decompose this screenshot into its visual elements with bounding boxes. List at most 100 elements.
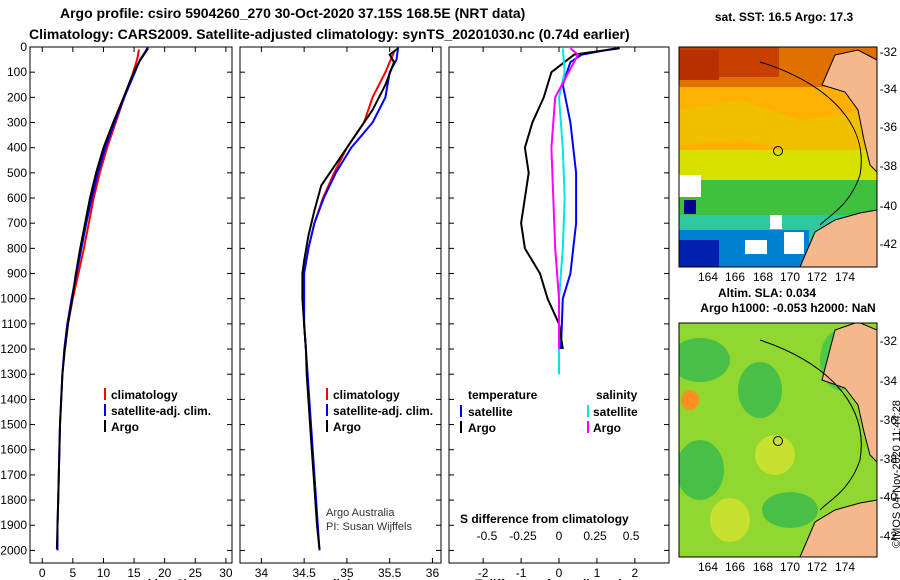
- temp-xtick-label: 25: [189, 566, 203, 580]
- sst-lat-label: -36: [880, 120, 898, 134]
- difference-xtick-label: 2: [632, 566, 639, 580]
- temp-series-satellite-adj-clim-: [56, 46, 149, 551]
- imos-credit: ©IMOS 04-Nov-2020 11:44:28: [891, 400, 900, 548]
- diff-legend-temp-title: temperature: [468, 388, 538, 402]
- difference-xlabel: T difference from climatology: [475, 577, 643, 580]
- sst-lon-label: 166: [725, 270, 745, 284]
- sla-lon-label: 164: [698, 560, 718, 574]
- sla-map-subtitle: Argo h1000: -0.053 h2000: NaN: [700, 301, 875, 315]
- sst-lon-label: 164: [698, 270, 718, 284]
- diff-salinity-tick-label: 0.5: [623, 529, 640, 543]
- depth-tick-label: 1000: [0, 292, 27, 306]
- sla-lat-label: -40: [880, 490, 898, 504]
- sst-lat-label: -38: [880, 159, 898, 173]
- depth-tick-label: 1200: [0, 342, 27, 356]
- sla-lon-label: 170: [780, 560, 800, 574]
- depth-tick-label: 1700: [0, 468, 27, 482]
- sla-map: [679, 323, 877, 557]
- depth-tick-label: 800: [7, 241, 27, 255]
- difference-xtick-label: 1: [594, 566, 601, 580]
- difference-xtick-label: -2: [478, 566, 489, 580]
- depth-tick-label: 600: [7, 191, 27, 205]
- sst-lat-label: -32: [880, 45, 898, 59]
- sla-lon-label: 168: [753, 560, 773, 574]
- difference-xtick-label: -1: [516, 566, 527, 580]
- temp-legend-label: satellite-adj. clim.: [111, 404, 211, 418]
- salinity-xtick-label: 34: [255, 566, 269, 580]
- title-line-2: Climatology: CARS2009. Satellite-adjuste…: [29, 26, 630, 42]
- sst-lon-label: 168: [753, 270, 773, 284]
- sst-lat-label: -42: [880, 237, 898, 251]
- sla-lon-label: 174: [835, 560, 855, 574]
- temp-xtick-label: 30: [219, 566, 233, 580]
- sla-map-title: Altim. SLA: 0.034: [718, 286, 816, 300]
- diff-legend-label: Argo: [593, 421, 621, 435]
- depth-tick-label: 1500: [0, 418, 27, 432]
- sla-lat-label: -38: [880, 452, 898, 466]
- temp-series-climatology: [63, 49, 140, 350]
- temp-xtick-label: 0: [39, 566, 46, 580]
- credit-line-1: Argo Australia: [326, 507, 395, 519]
- diff-legend-label: satellite: [468, 405, 513, 419]
- salinity-xtick-label: 35: [340, 566, 354, 580]
- temp-xtick-label: 20: [158, 566, 172, 580]
- sla-lon-label: 172: [807, 560, 827, 574]
- sla-lat-label: -36: [880, 413, 898, 427]
- depth-tick-label: 200: [7, 90, 27, 104]
- diff-salinity-tick-label: -0.5: [477, 529, 498, 543]
- depth-tick-label: 1400: [0, 392, 27, 406]
- depth-tick-label: 700: [7, 216, 27, 230]
- sst-lat-label: -34: [880, 82, 898, 96]
- depth-tick-label: 1900: [0, 518, 27, 532]
- title-line-1: Argo profile: csiro 5904260_270 30-Oct-2…: [60, 5, 526, 21]
- sst-map: [679, 47, 877, 267]
- difference-xtick-label: 0: [556, 566, 563, 580]
- salinity-legend-label: satellite-adj. clim.: [333, 404, 433, 418]
- depth-tick-label: 2000: [0, 543, 27, 557]
- sst-map-title: sat. SST: 16.5 Argo: 17.3: [715, 10, 854, 24]
- depth-tick-label: 1300: [0, 367, 27, 381]
- sst-lon-label: 172: [807, 270, 827, 284]
- temp-series-argo: [55, 47, 149, 550]
- diff-salinity-tick-label: -0.25: [509, 529, 537, 543]
- depth-tick-label: 300: [7, 116, 27, 130]
- depth-tick-label: 1800: [0, 493, 27, 507]
- salinity-legend-label: Argo: [333, 420, 361, 434]
- sst-lon-label: 174: [835, 270, 855, 284]
- sla-lon-label: 166: [725, 560, 745, 574]
- salinity-xtick-label: 35.5: [378, 566, 402, 580]
- depth-tick-label: 500: [7, 166, 27, 180]
- sst-lon-label: 170: [780, 270, 800, 284]
- salinity-frame: [239, 46, 442, 564]
- diff-legend-label: Argo: [468, 421, 496, 435]
- temp-xlabel: temperature (deg C): [74, 577, 188, 580]
- temp-legend-label: climatology: [111, 388, 178, 402]
- depth-tick-label: 1600: [0, 443, 27, 457]
- salinity-xlabel: salinity: [320, 577, 362, 580]
- salinity-series-satellite-adj-clim-: [303, 46, 400, 551]
- salinity-series-argo: [301, 47, 399, 550]
- salinity-xtick-label: 34.5: [292, 566, 316, 580]
- sla-lat-label: -34: [880, 374, 898, 388]
- temp-legend-label: Argo: [111, 420, 139, 434]
- temp-xtick-label: 15: [127, 566, 141, 580]
- diff-top-label: S difference from climatology: [460, 512, 629, 526]
- depth-tick-label: 400: [7, 141, 27, 155]
- depth-tick-label: 0: [20, 40, 27, 54]
- sst-lat-label: -40: [880, 199, 898, 213]
- temp-xtick-label: 10: [97, 566, 111, 580]
- temp-frame: [29, 46, 233, 564]
- credit-line-2: PI: Susan Wijffels: [326, 521, 412, 533]
- diff-legend-label: satellite: [593, 405, 638, 419]
- difference-series-t-satellite: [559, 47, 617, 350]
- diff-legend-sal-title: salinity: [596, 388, 638, 402]
- temp-xtick-label: 5: [70, 566, 77, 580]
- depth-tick-label: 100: [7, 65, 27, 79]
- diff-salinity-tick-label: 0: [556, 529, 563, 543]
- difference-series-s-argo: [550, 47, 580, 349]
- depth-tick-label: 900: [7, 267, 27, 281]
- depth-tick-label: 1100: [1, 317, 27, 331]
- sla-lat-label: -42: [880, 529, 898, 543]
